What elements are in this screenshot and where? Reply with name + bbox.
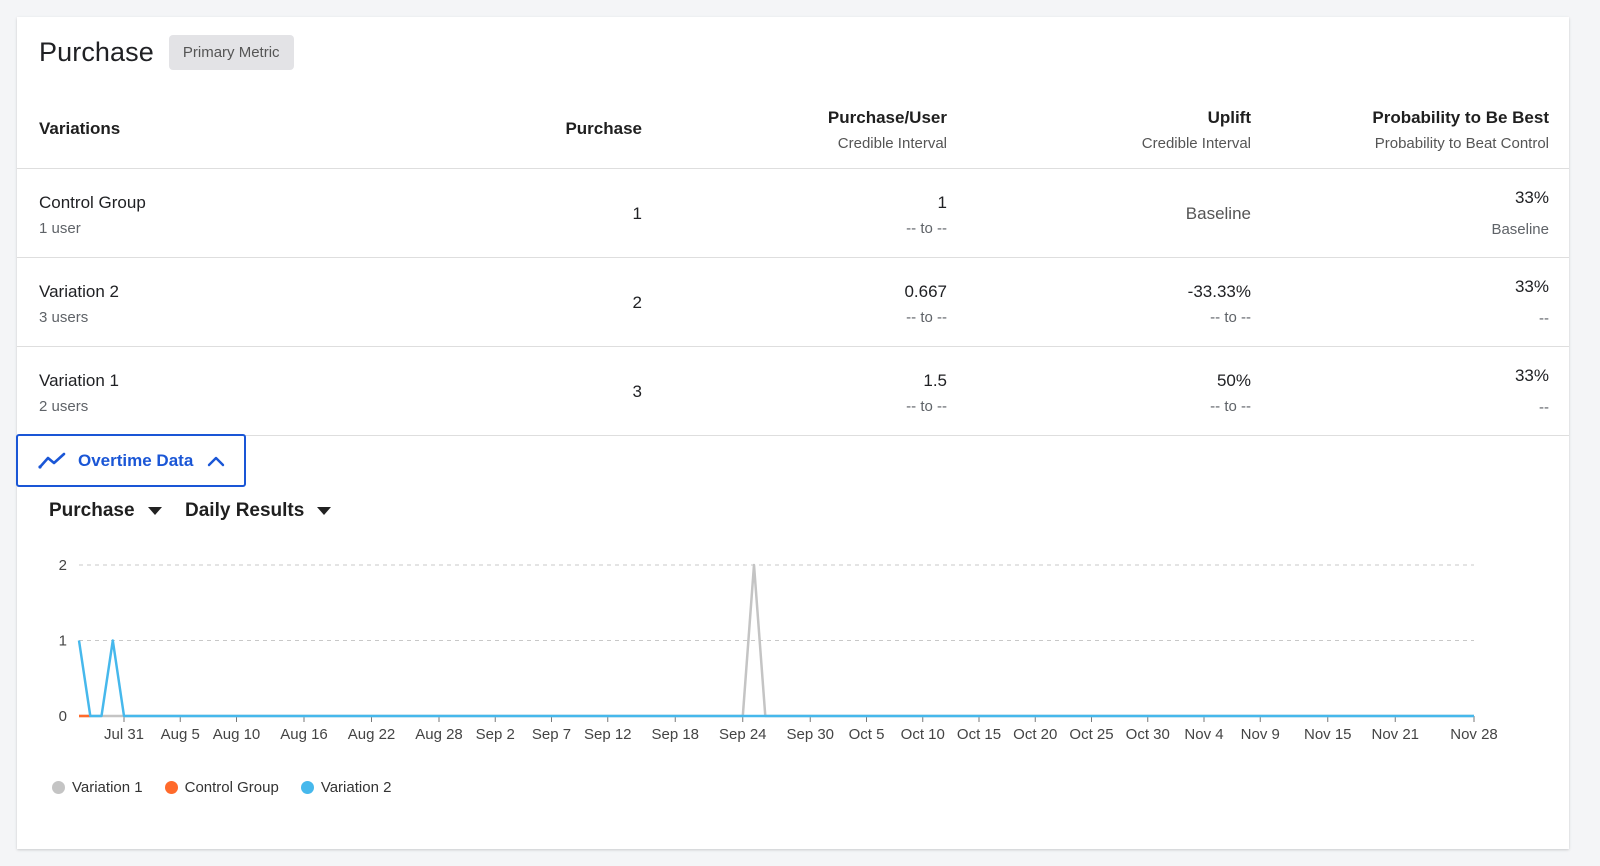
- uplift-value: -33.33%: [1187, 282, 1251, 301]
- purchase-count: 3: [632, 382, 642, 401]
- results-mode-select[interactable]: Daily Results: [185, 500, 332, 522]
- table-bottom-divider: [17, 435, 1569, 436]
- legend-swatch: [300, 781, 314, 794]
- column-purchase-user-sub: Credible Interval: [837, 135, 947, 152]
- column-purchase: Purchase: [565, 119, 642, 138]
- x-tick-label: Sep 24: [719, 726, 767, 743]
- variation-users: 3 users: [39, 309, 89, 326]
- overtime-data-toggle[interactable]: Overtime Data: [16, 434, 246, 487]
- y-tick-label: 1: [59, 633, 67, 650]
- x-tick-label: Aug 16: [280, 726, 328, 743]
- purchase-per-user: 0.667: [904, 282, 947, 301]
- variation-name: Variation 1: [39, 371, 120, 390]
- x-tick-label: Oct 5: [849, 726, 885, 743]
- metric-title: Purchase: [39, 37, 154, 67]
- column-uplift-sub: Credible Interval: [1141, 135, 1251, 152]
- purchase-per-user-interval: -- to --: [906, 398, 947, 415]
- table-row: Control Group 1 user 1 1 -- to -- Baseli…: [17, 168, 1569, 257]
- variation-users: 1 user: [39, 220, 81, 237]
- x-tick-label: Sep 7: [532, 726, 571, 743]
- legend-item[interactable]: Control Group: [164, 779, 279, 796]
- series-line: [77, 639, 1474, 718]
- purchase-per-user-interval: -- to --: [906, 220, 947, 237]
- purchase-per-user: 1: [937, 193, 947, 212]
- x-tick-label: Aug 22: [348, 726, 396, 743]
- x-tick-label: Sep 30: [786, 726, 834, 743]
- uplift-interval: -- to --: [1210, 398, 1251, 415]
- probability-value: 33%: [1514, 277, 1549, 296]
- x-tick-label: Nov 15: [1304, 726, 1352, 743]
- chart-legend: Variation 1 Control Group Variation 2: [52, 779, 413, 796]
- primary-metric-badge: Primary Metric: [168, 35, 294, 70]
- metric-select-value: Purchase: [49, 500, 135, 521]
- probability-sub: --: [1539, 310, 1549, 327]
- x-tick-label: Oct 20: [1013, 726, 1057, 743]
- y-tick-label: 0: [59, 708, 67, 725]
- x-tick-label: Nov 9: [1241, 726, 1280, 743]
- table-row: Variation 2 3 users 2 0.667 -- to -- -33…: [17, 257, 1569, 346]
- x-tick-label: Aug 28: [415, 726, 463, 743]
- column-probability: Probability to Be Best: [1372, 108, 1549, 127]
- x-tick-label: Sep 2: [476, 726, 515, 743]
- y-tick-label: 2: [59, 557, 67, 574]
- x-tick-label: Oct 30: [1126, 726, 1170, 743]
- legend-label: Control Group: [184, 779, 279, 796]
- x-tick-label: Aug 5: [161, 726, 200, 743]
- probability-value: 33%: [1514, 366, 1549, 385]
- overtime-data-label: Overtime Data: [78, 450, 194, 470]
- metric-select[interactable]: Purchase: [49, 500, 162, 522]
- legend-label: Variation 2: [320, 779, 392, 796]
- purchase-per-user: 1.5: [923, 371, 947, 390]
- variation-name: Control Group: [39, 193, 146, 212]
- column-probability-sub: Probability to Beat Control: [1374, 135, 1549, 152]
- card-header: Purchase Primary Metric: [39, 35, 294, 70]
- probability-sub: Baseline: [1491, 221, 1549, 238]
- table-header: Variations Purchase Purchase/User Credib…: [17, 105, 1569, 169]
- probability-value: 33%: [1514, 188, 1549, 207]
- x-tick-label: Oct 15: [957, 726, 1001, 743]
- legend-swatch: [164, 781, 178, 794]
- x-tick-label: Jul 31: [104, 726, 144, 743]
- results-mode-value: Daily Results: [185, 500, 305, 521]
- column-variations: Variations: [39, 119, 121, 138]
- variation-name: Variation 2: [39, 282, 120, 301]
- x-tick-label: Oct 25: [1069, 726, 1113, 743]
- caret-down-icon: [317, 507, 332, 515]
- column-purchase-user: Purchase/User: [827, 108, 947, 127]
- purchase-per-user-interval: -- to --: [906, 309, 947, 326]
- column-uplift: Uplift: [1207, 108, 1251, 127]
- trend-line-icon: [38, 452, 66, 469]
- x-tick-label: Sep 12: [584, 726, 632, 743]
- variation-users: 2 users: [39, 398, 89, 415]
- x-tick-label: Nov 4: [1184, 726, 1223, 743]
- probability-sub: --: [1539, 399, 1549, 416]
- x-tick-label: Nov 21: [1371, 726, 1419, 743]
- purchase-count: 1: [632, 204, 642, 223]
- chevron-up-icon: [207, 455, 225, 467]
- purchase-count: 2: [632, 293, 642, 312]
- x-tick-label: Nov 28: [1450, 726, 1498, 743]
- legend-item[interactable]: Variation 1: [52, 779, 143, 796]
- x-tick-label: Oct 10: [901, 726, 945, 743]
- legend-swatch: [52, 781, 65, 794]
- legend-label: Variation 1: [72, 779, 143, 796]
- x-tick-label: Aug 10: [213, 726, 261, 743]
- legend-item[interactable]: Variation 2: [300, 779, 392, 796]
- x-tick-label: Sep 18: [651, 726, 699, 743]
- metric-card: Purchase Primary Metric Variations Purch…: [16, 17, 1569, 849]
- uplift-interval: -- to --: [1210, 309, 1251, 326]
- table-row: Variation 1 2 users 3 1.5 -- to -- 50% -…: [17, 346, 1569, 435]
- caret-down-icon: [147, 507, 162, 515]
- uplift-value: 50%: [1216, 371, 1251, 390]
- overtime-line-chart: 0 1 2 Jul 31 Aug 5 Aug 10 Aug 16 Aug 22 Aug 28 Se…: [59, 557, 1498, 743]
- uplift-value: Baseline: [1185, 204, 1251, 223]
